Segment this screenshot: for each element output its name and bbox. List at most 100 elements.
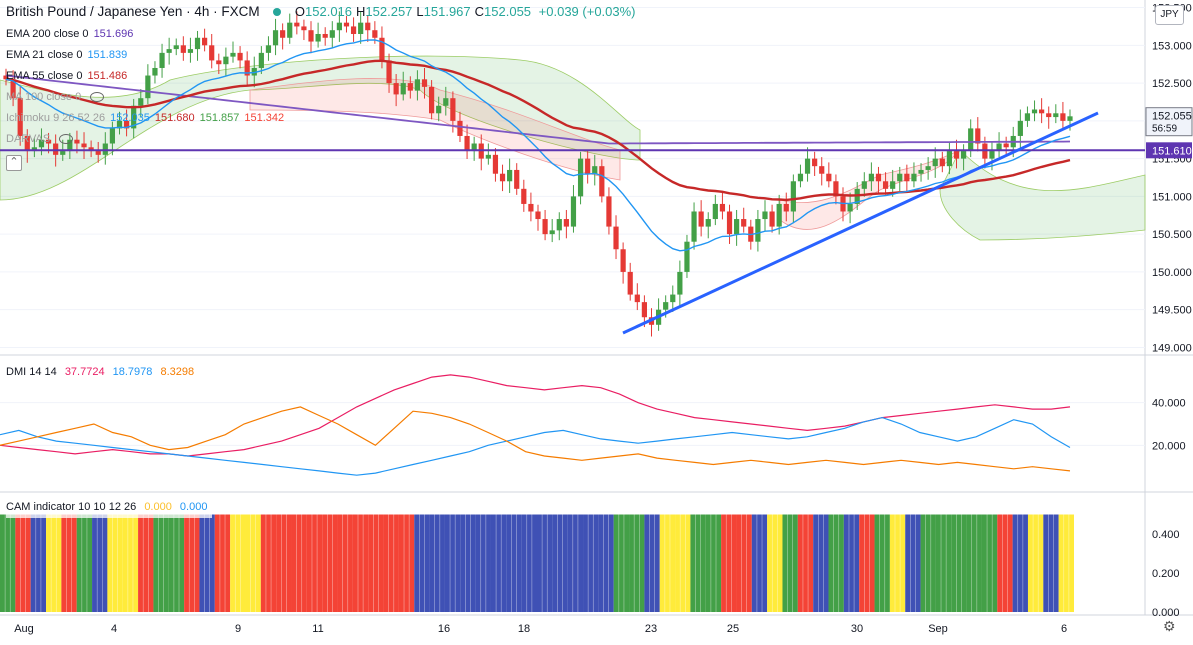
cam-bar-rect [782,514,798,612]
candle-body [499,173,506,182]
cam-tick-label: 0.200 [1152,568,1180,580]
candle [734,209,740,246]
cam-bar-rect [705,514,722,612]
candle-body [180,45,186,53]
cam-bar-rect [306,514,323,612]
candle [670,285,676,312]
candle-body [400,83,406,95]
cam-bar [107,514,123,612]
legend-4[interactable]: Ichimoku 9 26 52 26 152.035 151.680 151.857… [6,112,285,124]
legend-5[interactable]: DARVAS [6,129,78,150]
candle-body [209,45,215,61]
candle-body [882,181,889,189]
cam-bar [552,514,568,612]
candle-body [67,139,73,152]
cam-bar [291,514,307,612]
collapse-legend-button[interactable]: ⌃ [6,155,22,171]
candle [797,164,804,188]
cam-bar-rect [184,514,200,612]
candle-body [677,271,683,295]
cam-bar-rect [61,514,77,612]
cam-bar-rect [199,514,215,612]
candle [443,86,449,116]
cam-bar-rect [537,514,553,612]
candle-body [421,79,428,87]
time-tick-label: 11 [312,623,323,635]
dmi-legend[interactable]: DMI 14 14 37.7724 18.7978 8.3298 [6,362,199,383]
cam-bar-rect [337,514,353,612]
candle-body [833,181,839,197]
cam-bar-rect [905,514,921,612]
cam-bar-rect [460,514,476,612]
candle [719,192,726,220]
candle [280,23,286,50]
candle [123,109,130,137]
cam-bar [337,514,353,612]
candle-body [216,60,222,65]
currency-button[interactable]: JPY [1155,5,1184,25]
price-change: +0.039 (+0.03%) [538,4,636,19]
cam-bar-rect [797,514,814,612]
candle-body [712,203,718,220]
candle-body [684,241,690,272]
cam-bar [997,514,1013,612]
hidden-eye-icon[interactable] [90,92,105,103]
cam-bar [1012,514,1028,612]
candle-body [436,105,442,114]
hidden-eye-icon[interactable] [59,134,74,145]
candle [769,204,775,233]
candle [116,111,123,135]
cam-bar-rect [368,514,384,612]
last-price-box [1145,107,1193,137]
cam-bar-rect [383,514,399,612]
candle-body [457,120,463,136]
candle [393,74,399,107]
candle [804,147,811,182]
cam-bar [935,514,952,612]
legend-0[interactable]: EMA 200 close 0 151.696 [6,28,134,40]
cam-bar-rect [935,514,952,612]
dmi-minus-value: 8.3298 [160,366,195,378]
candle [301,19,307,41]
symbol-title[interactable]: British Pound / Japanese Yen · 4h · FXCM [6,4,260,19]
cam-bar-rect [843,514,860,612]
candle [918,163,924,182]
dmi-label: DMI 14 14 [6,366,57,378]
price-tick-label: 149.500 [1152,305,1192,317]
cam-bar [490,514,507,612]
hline-price-box [1146,142,1192,159]
candle-body [95,151,101,155]
candle [882,172,889,195]
cam-bar-rect [767,514,783,612]
legend-3[interactable]: MA 100 close 0 [6,87,109,108]
candle [953,139,960,169]
time-tick-label: 23 [645,623,657,635]
cam-bar [0,514,16,612]
candle [648,308,655,337]
candle-body [521,188,527,204]
cam-legend[interactable]: CAM indicator 10 10 12 26 0.000 0.000 [6,497,213,518]
dmi-series-line [0,416,1071,476]
candle-body [230,52,236,57]
legend-1[interactable]: EMA 21 close 0 151.839 [6,49,128,61]
candle-body [847,203,853,212]
dmi-tick-label: 40.000 [1152,398,1186,410]
candle [294,11,300,35]
candle [847,192,853,224]
candle [613,215,619,260]
legend-2[interactable]: EMA 55 close 0 151.486 [6,70,128,82]
time-tick-label: 30 [851,623,863,635]
candle [507,158,513,193]
candle [436,96,442,122]
candle-body [358,22,364,34]
cam-bar-rect [920,514,936,612]
ohlc-c: C152.055 [474,4,532,19]
cam-bar [981,514,998,612]
cam-bar-rect [736,514,752,612]
settings-gear-icon[interactable]: ⚙ [1163,618,1176,634]
cam-bar [690,514,706,612]
candle-body [897,173,903,182]
candle-body [429,86,435,114]
